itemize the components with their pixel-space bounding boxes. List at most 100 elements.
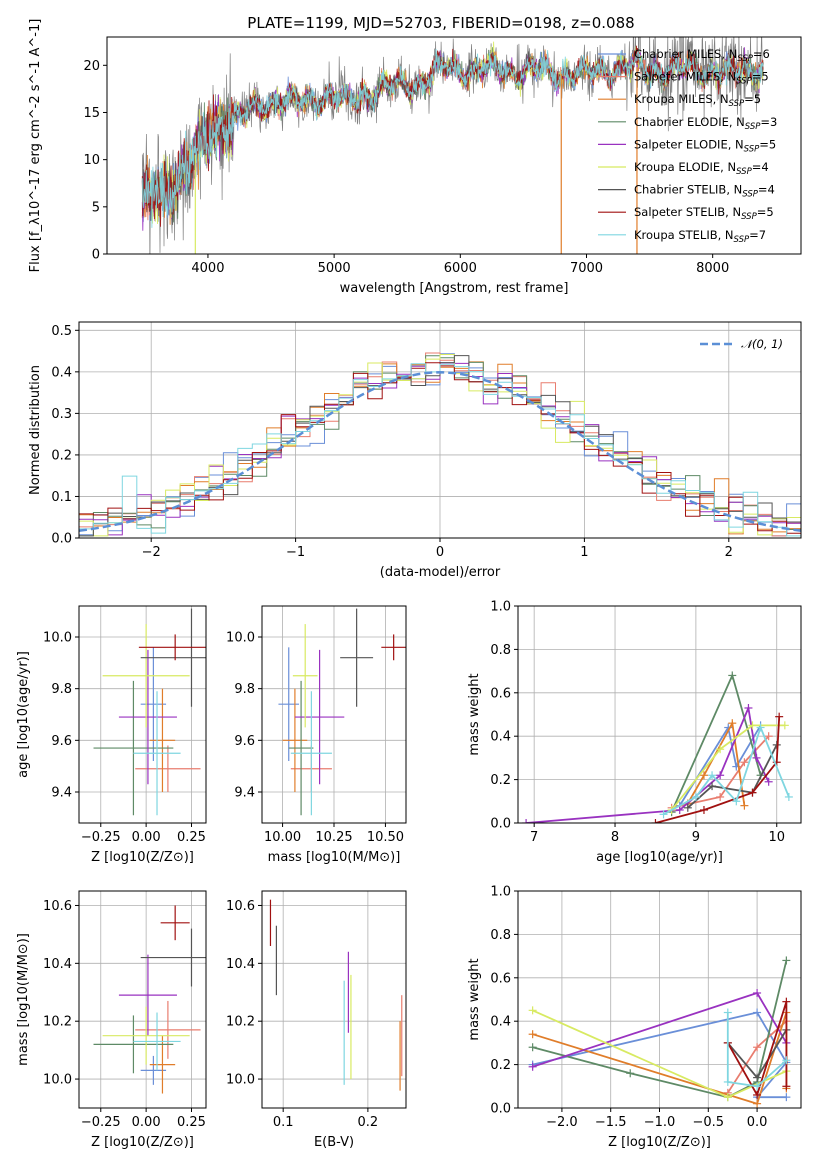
y-tick-label: 9.6 xyxy=(51,734,72,749)
y-tick-label: 0.5 xyxy=(51,324,72,339)
legend-label: Kroupa MILES, NSSP=5 xyxy=(634,92,761,109)
legend-label: Chabrier STELIB, NSSP=4 xyxy=(634,183,775,200)
observed-spectrum xyxy=(141,37,764,254)
legend-label: Chabrier MILES, NSSP=6 xyxy=(634,47,770,64)
y-tick-label: 1.0 xyxy=(490,885,511,900)
axes-frame xyxy=(78,890,207,1109)
y-tick-label: 0.0 xyxy=(490,817,511,832)
x-tick-label: 10.00 xyxy=(264,830,301,845)
y-tick-label: 9.6 xyxy=(234,734,255,749)
x-axis-label: Z [log10(Z/Z⊙)] xyxy=(91,850,194,865)
y-axis-label: mass [log10(M/M⊙)] xyxy=(16,933,31,1066)
weight-series-line xyxy=(687,744,778,809)
legend-label: Kroupa ELODIE, NSSP=4 xyxy=(634,160,769,177)
y-tick-label: 0.3 xyxy=(51,407,72,422)
weight-series-line xyxy=(663,724,790,816)
y-tick-label: 0 xyxy=(92,248,100,263)
legend-label: Salpeter MILES, NSSP=5 xyxy=(634,70,769,87)
y-tick-label: 10.4 xyxy=(226,957,255,972)
x-tick-label: −0.25 xyxy=(81,830,121,845)
figure-title: PLATE=1199, MJD=52703, FIBERID=0198, z=0… xyxy=(247,14,634,32)
y-tick-label: 9.4 xyxy=(51,786,72,801)
y-tick-label: 0.6 xyxy=(490,686,511,701)
x-tick-label: 1 xyxy=(580,545,588,560)
y-tick-label: 10.0 xyxy=(226,631,255,646)
y-tick-label: 9.8 xyxy=(234,682,255,697)
x-axis-label: E(B-V) xyxy=(314,1135,354,1150)
y-axis-label: mass weight xyxy=(467,673,482,755)
plot-area xyxy=(522,671,793,823)
y-tick-label: 10.0 xyxy=(43,1073,72,1088)
x-axis-label: age [log10(age/yr)] xyxy=(596,850,723,865)
y-tick-label: 0.1 xyxy=(51,490,72,505)
y-axis-label: Normed distribution xyxy=(28,365,43,495)
x-tick-label: 0.25 xyxy=(177,1115,206,1130)
axes-frame xyxy=(78,605,207,824)
mass-vs-metallicity-panel: −0.25 0.00 0.25 10.0 10.2 10.4 10.6 Z [log10(Z/… xyxy=(16,890,207,1150)
x-tick-label: 0.00 xyxy=(132,1115,161,1130)
spectrum-panel: 4000 5000 6000 7000 8000 0 5 10 15 20 wavelength [… xyxy=(28,19,802,296)
axes-frame xyxy=(517,605,802,824)
x-tick-label: 7 xyxy=(530,830,538,845)
x-tick-label: −1 xyxy=(286,545,305,560)
x-tick-label: 0.00 xyxy=(132,830,161,845)
y-tick-label: 1.0 xyxy=(490,600,511,615)
y-axis-label: mass weight xyxy=(467,958,482,1040)
age-vs-mass-panel: 10.00 10.25 10.50 9.4 9.6 9.8 10.0 mass [log10(… xyxy=(226,605,407,865)
y-tick-label: 0.8 xyxy=(490,643,511,658)
y-axis-label: age [log10(age/yr)] xyxy=(16,651,31,778)
x-tick-label: 6000 xyxy=(444,261,477,276)
x-tick-label: 2 xyxy=(725,545,733,560)
x-tick-label: 0.2 xyxy=(358,1115,379,1130)
y-tick-label: 10.4 xyxy=(43,957,72,972)
weight-series-line xyxy=(526,704,770,823)
normal-reference-curve xyxy=(79,371,801,532)
y-tick-label: 10.0 xyxy=(226,1073,255,1088)
residual-histogram xyxy=(79,354,801,537)
plot-area xyxy=(79,352,801,537)
model-fit-line xyxy=(141,49,764,228)
x-tick-label: 8000 xyxy=(696,261,729,276)
x-tick-label: 0.1 xyxy=(273,1115,294,1130)
y-tick-label: 9.4 xyxy=(234,786,255,801)
x-tick-label: 0.0 xyxy=(747,1115,768,1130)
y-tick-label: 0.0 xyxy=(490,1102,511,1117)
x-tick-label: 10.25 xyxy=(315,830,352,845)
y-tick-label: 0.8 xyxy=(490,928,511,943)
y-tick-label: 0.4 xyxy=(490,730,511,745)
x-tick-label: 10.50 xyxy=(367,830,404,845)
x-axis-label: Z [log10(Z/Z⊙)] xyxy=(91,1135,194,1150)
x-tick-label: 0.25 xyxy=(177,830,206,845)
x-tick-label: 5000 xyxy=(318,261,351,276)
y-tick-label: 15 xyxy=(83,106,100,121)
x-axis-label: mass [log10(M/M⊙)] xyxy=(268,850,401,865)
residuals-panel: −2 −1 0 1 2 0.0 0.1 0.2 0.3 0.4 0.5 (data-model)/er… xyxy=(28,321,802,580)
legend-label: Kroupa STELIB, NSSP=7 xyxy=(634,228,766,245)
y-tick-label: 0.6 xyxy=(490,971,511,986)
y-tick-label: 10.6 xyxy=(43,899,72,914)
plot-area xyxy=(141,37,764,254)
x-tick-label: −1.5 xyxy=(595,1115,627,1130)
plot-area xyxy=(278,608,406,816)
x-axis-label: wavelength [Angstrom, rest frame] xyxy=(340,281,569,296)
spectrum-legend: Chabrier MILES, NSSP=6 Salpeter MILES, NS… xyxy=(598,47,777,245)
plot-area xyxy=(528,956,791,1108)
legend-label: 𝒩(0, 1) xyxy=(741,337,783,351)
y-tick-label: 0.2 xyxy=(490,1058,511,1073)
plot-area xyxy=(93,905,206,1094)
weight-series-line xyxy=(671,735,770,809)
y-tick-label: 5 xyxy=(92,200,100,215)
legend-label: Salpeter ELODIE, NSSP=5 xyxy=(634,137,776,154)
weight-series-line xyxy=(726,1012,787,1088)
residual-histogram xyxy=(79,363,801,537)
y-tick-label: 20 xyxy=(83,59,100,74)
legend-label: Salpeter STELIB, NSSP=5 xyxy=(634,205,774,222)
x-tick-label: −0.25 xyxy=(81,1115,121,1130)
x-tick-label: −1.0 xyxy=(644,1115,676,1130)
y-tick-label: 0.4 xyxy=(51,365,72,380)
y-tick-label: 0.4 xyxy=(490,1015,511,1030)
y-tick-label: 10.2 xyxy=(226,1015,255,1030)
y-tick-label: 10.0 xyxy=(43,631,72,646)
plot-area xyxy=(93,608,206,816)
